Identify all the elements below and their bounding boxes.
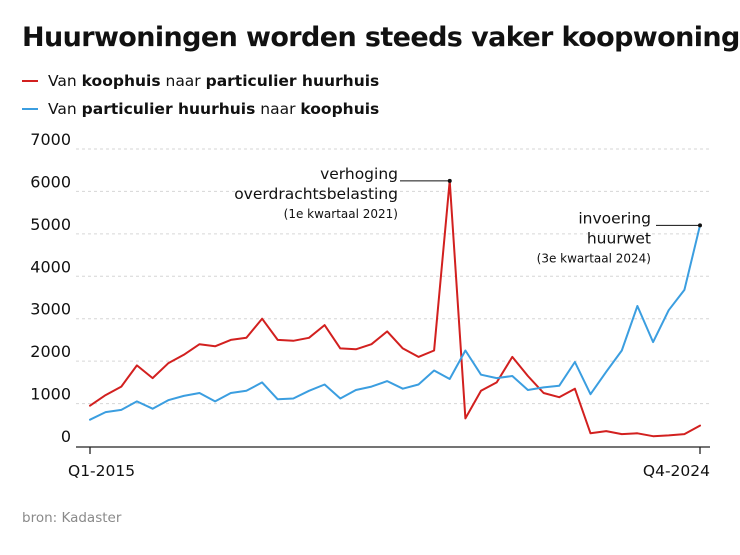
annotation-label: overdrachtsbelasting	[234, 185, 398, 203]
x-tick-label: Q4-2024	[643, 462, 710, 480]
legend-swatch-blue	[22, 108, 38, 110]
legend-label: Van particulier huurhuis naar koophuis	[48, 100, 380, 118]
legend-entry-huur-naar-koop: Van particulier huurhuis naar koophuis	[22, 100, 379, 118]
source-note: bron: Kadaster	[22, 510, 122, 526]
y-tick-label: 0	[61, 427, 71, 446]
y-tick-label: 5000	[30, 215, 71, 234]
annotation-point	[447, 178, 452, 183]
y-tick-label: 2000	[30, 342, 71, 361]
series-line-huur-naar-koop	[89, 224, 701, 421]
y-tick-label: 4000	[30, 257, 71, 276]
legend-label: Van koophuis naar particulier huurhuis	[48, 72, 380, 90]
x-tick-label: Q1-2015	[68, 462, 135, 480]
annotation-label: verhoging	[320, 165, 398, 183]
legend-entry-koop-naar-huur: Van koophuis naar particulier huurhuis	[22, 72, 379, 90]
annotation-note: (3e kwartaal 2024)	[537, 251, 651, 265]
annotation-label: invoering	[578, 209, 651, 227]
y-tick-label: 3000	[30, 300, 71, 319]
chart-title: Huurwoningen worden steeds vaker koopwon…	[22, 22, 740, 53]
y-tick-label: 7000	[30, 130, 71, 149]
annotation-label: huurwet	[587, 229, 651, 247]
series-line-koop-naar-huur	[89, 179, 701, 438]
y-tick-label: 1000	[30, 385, 71, 404]
annotation-point	[698, 223, 702, 228]
y-tick-label: 6000	[30, 172, 71, 191]
legend-swatch-red	[22, 80, 38, 82]
annotation-note: (1e kwartaal 2021)	[284, 207, 398, 221]
